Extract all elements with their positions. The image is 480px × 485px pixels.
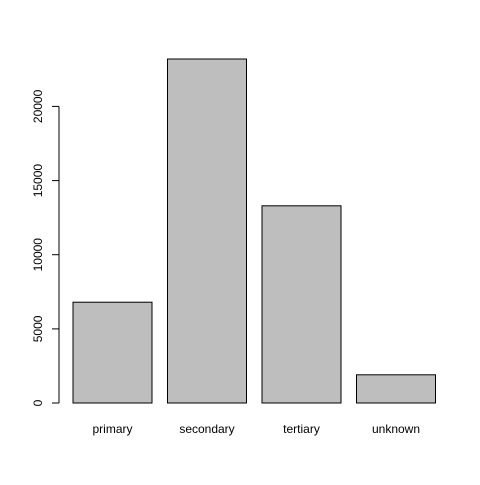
bar-unknown (356, 374, 436, 404)
bars-layer (72, 58, 436, 404)
x-axis-labels: primary secondary tertiary unknown (92, 422, 420, 436)
y-tick-label-10000: 10000 (31, 238, 45, 272)
bar-primary (72, 301, 153, 404)
y-tick-label-20000: 20000 (31, 89, 45, 123)
y-tick-label-15000: 15000 (31, 164, 45, 198)
y-axis: 0 5000 10000 15000 20000 (31, 89, 60, 406)
x-tick-label-unknown: unknown (372, 422, 420, 436)
x-tick-label-secondary: secondary (179, 422, 234, 436)
bar-tertiary (261, 205, 342, 404)
bar-secondary (167, 58, 247, 404)
y-tick-label-0: 0 (31, 399, 45, 406)
x-tick-label-primary: primary (92, 422, 132, 436)
x-tick-label-tertiary: tertiary (283, 422, 320, 436)
y-tick-label-5000: 5000 (31, 315, 45, 342)
